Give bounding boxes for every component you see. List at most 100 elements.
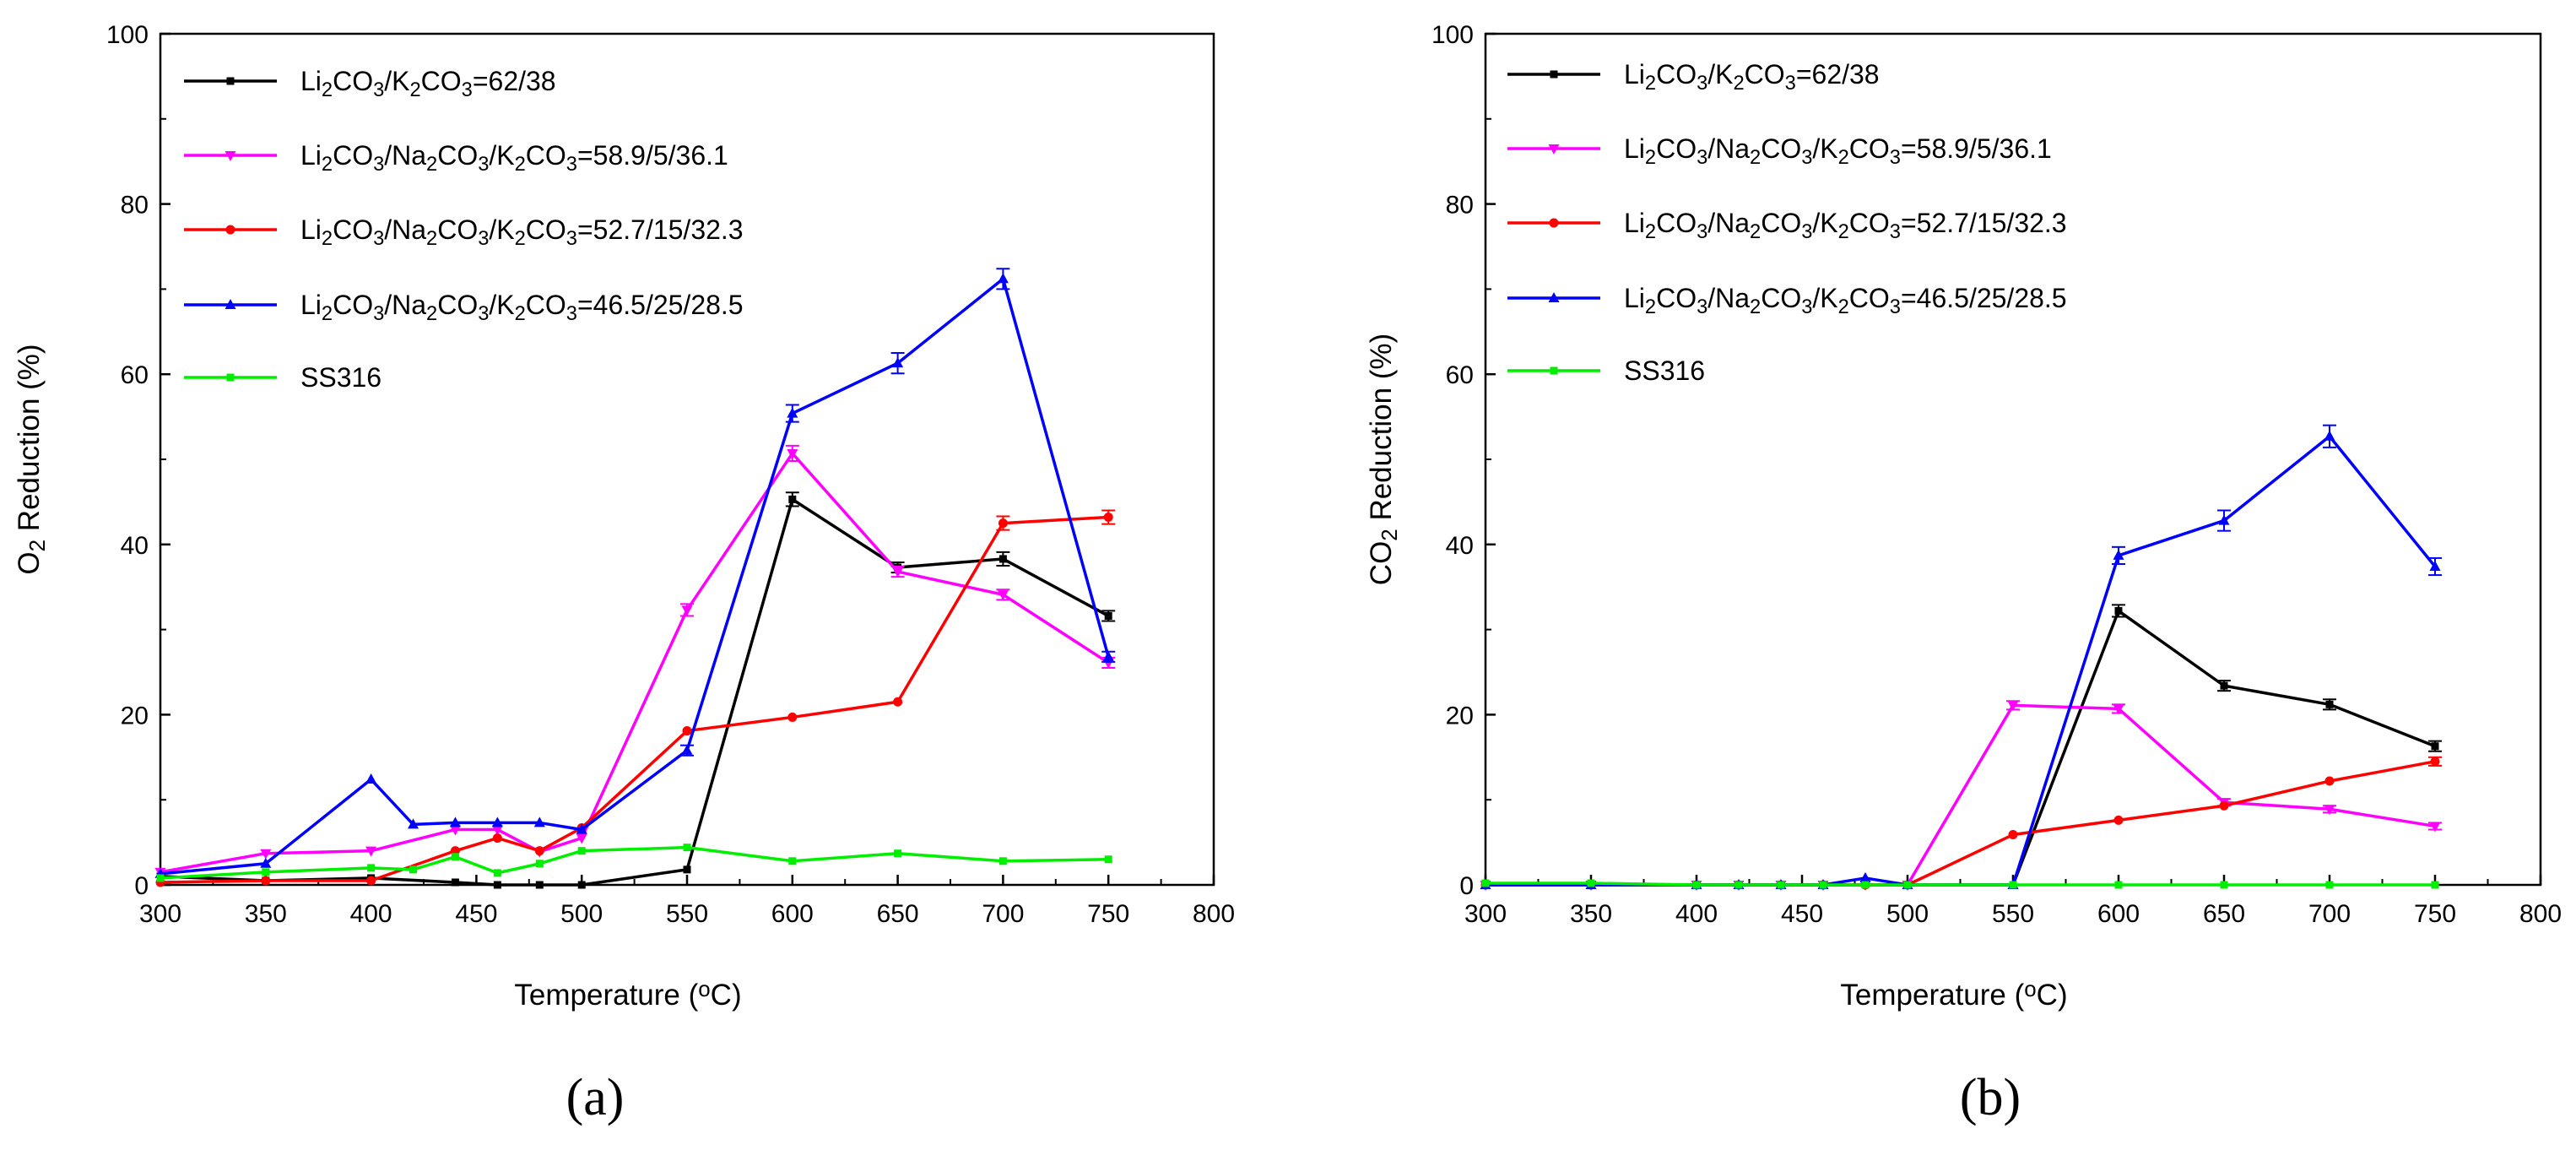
x-tick-label: 450 [1781,900,1823,928]
x-tick-label: 350 [245,900,287,928]
data-point [261,876,271,886]
legend-text-part: CO [1656,59,1697,90]
legend-marker [1549,218,1559,228]
x-tick-label: 650 [2203,900,2245,928]
data-point [451,853,459,861]
legend-text-part: 3 [1801,296,1812,318]
x-tick-label: 550 [1992,900,2034,928]
legend-text-part: =62/38 [1796,59,1880,90]
x-tick-label: 700 [2308,900,2351,928]
data-point [577,881,586,889]
legend-text-part: 2 [1838,221,1849,243]
legend-text-part: 3 [462,79,473,101]
legend-text-part: /K [489,290,514,320]
chart-panel-a: 300 350 400 450 500 550 600 650 700 750 800 0 20 40 60… [13,21,1235,1126]
series-line [1486,703,2436,887]
legend-text-part: 2 [426,154,437,176]
data-point [682,726,692,736]
legend-text-part: CO [421,66,462,96]
legend-text-part: =52.7/15/32.3 [1901,208,2067,238]
legend-text-part: 3 [373,79,384,101]
data-point [576,823,587,834]
legend-text-part: Li [1624,133,1645,164]
data-point [2114,881,2123,889]
legend-marker [1548,292,1560,302]
legend-entry-s5: SS316 [300,362,382,393]
data-point [1861,881,1870,889]
legend-text-part: /Na [1707,133,1750,164]
y-axis-label-subscript: 2 [26,540,50,551]
data-point [1102,650,1114,661]
legend-text-part: CO [333,66,373,96]
data-point [365,846,377,857]
data-point [2431,742,2439,751]
legend-text-part: 2 [1750,296,1761,318]
x-axis-label-text: Temperature ( [514,979,698,1012]
data-point [892,357,904,368]
legend: Li2CO3/K2CO3=62/38Li2CO3/Na2CO3/K2CO3=58… [184,66,744,393]
data-point [998,555,1007,563]
data-point [576,833,587,844]
y-tick-label: 20 [121,702,149,730]
x-tick-label: 600 [771,900,814,928]
legend-text-part: CO [437,140,478,171]
data-point [997,590,1009,601]
x-tick-label: 300 [139,900,181,928]
data-point [449,816,461,827]
legend-text-part: 3 [566,303,577,325]
x-tick-label: 750 [2414,900,2456,928]
data-point [493,869,501,877]
series-s5 [156,844,1112,882]
data-point [408,818,419,829]
legend-text-part: =58.9/5/36.1 [577,140,728,171]
data-point [998,518,1008,529]
legend: Li2CO3/K2CO3=62/38Li2CO3/Na2CO3/K2CO3=58… [1507,59,2067,386]
data-point [683,865,691,874]
data-point [535,881,544,889]
legend-text-part: CO [1849,283,1890,313]
series-s1 [156,491,1116,889]
legend-text-part: CO [1761,133,1801,164]
series-line [1486,609,2436,887]
legend-text-part: 3 [1697,147,1707,169]
legend-text-part: 3 [1785,73,1796,95]
data-point [1819,881,1827,889]
data-point [2430,757,2440,767]
data-point [492,833,502,844]
y-axis-label-gas: O [13,551,46,574]
panel-label: (a) [566,1069,625,1126]
y-axis-label-text: Reduction (%) [13,344,46,539]
legend-text-part: =46.5/25/28.5 [577,290,744,320]
series-line [160,497,1110,887]
data-point [367,864,376,872]
data-point [366,876,376,886]
legend-text-part: /K [1707,59,1733,90]
legend-text-part: 2 [426,228,437,250]
data-point [893,697,903,707]
series-s1 [1481,604,2442,889]
data-point [2431,881,2439,889]
y-axis-label: O2 Reduction (%) [13,344,50,574]
legend-text-part: 2 [515,154,526,176]
legend-text-part: 3 [1890,296,1901,318]
legend-text-part: /Na [384,214,426,245]
data-point [577,847,586,855]
legend-entry-s4: Li2CO3/Na2CO3/K2CO3=46.5/25/28.5 [300,290,744,325]
data-point [1859,871,1871,882]
y-tick-label: 100 [106,21,149,49]
series-line [1486,882,2435,887]
data-point [534,846,544,856]
data-point [2009,881,2017,889]
legend-text-part: 3 [373,228,384,250]
legend-text-part: CO [1761,208,1801,238]
legend-text-part: CO [1656,133,1697,164]
legend-text-part: CO [333,290,373,320]
chart-panel-b: 300 350 400 450 500 550 600 650 700 750 800 0 20 40 60… [1365,21,2562,1126]
x-tick-label: 750 [1087,900,1129,928]
data-point [1903,881,1912,889]
data-point [2325,881,2334,889]
legend-text-part: 3 [478,228,489,250]
data-point [533,816,545,827]
legend-text-part: /Na [384,140,426,171]
legend-text-part: 2 [1838,147,1849,169]
